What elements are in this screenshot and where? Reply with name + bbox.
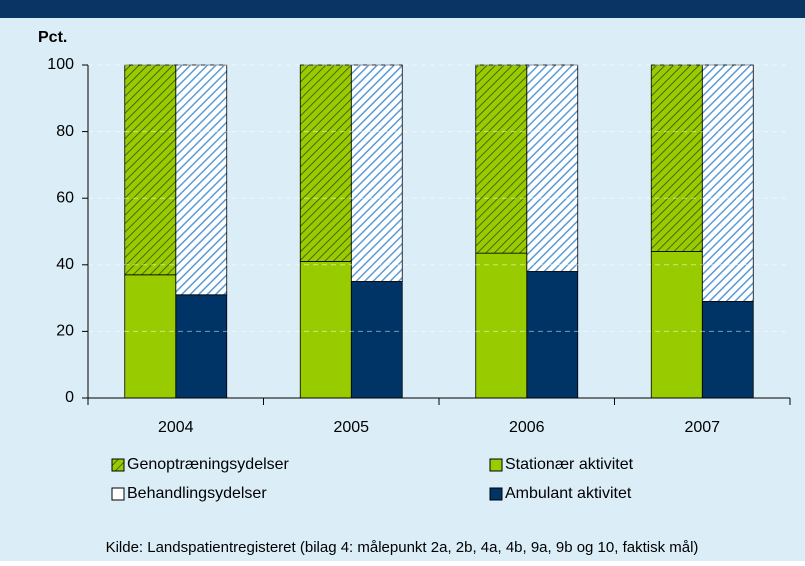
bar [124, 274, 177, 399]
y-tick-label: 40 [56, 256, 74, 273]
bar [299, 261, 352, 399]
bar [475, 64, 528, 254]
bar [701, 301, 754, 399]
legend-label: Genoptræningsydelser [127, 456, 290, 473]
bar [350, 64, 403, 282]
legend-swatch [111, 458, 125, 472]
y-tick-label: 100 [47, 56, 74, 73]
bar [475, 252, 528, 399]
legend-label: Behandlingsydelser [127, 485, 267, 502]
y-axis-label: Pct. [38, 29, 67, 46]
bar [701, 64, 754, 302]
legend-swatch [489, 487, 503, 501]
source: Kilde: Landspatientregisteret (bilag 4: … [106, 539, 699, 556]
bar [175, 64, 228, 296]
x-tick-label: 2005 [333, 419, 369, 436]
y-tick-label: 60 [56, 189, 74, 206]
bar [175, 294, 228, 399]
legend-label: Stationær aktivitet [505, 456, 634, 473]
legend-swatch [111, 487, 125, 501]
bar [124, 64, 177, 276]
x-tick-label: 2007 [684, 419, 720, 436]
legend-label: Ambulant aktivitet [505, 485, 632, 502]
bar [299, 64, 352, 262]
bar [526, 271, 579, 399]
bar [350, 281, 403, 399]
y-tick-label: 0 [65, 389, 74, 406]
header-band [0, 0, 805, 18]
x-tick-label: 2006 [509, 419, 545, 436]
bar [650, 64, 703, 252]
bar [650, 251, 703, 399]
y-tick-label: 80 [56, 123, 74, 140]
legend-swatch [489, 458, 503, 472]
x-tick-label: 2004 [158, 419, 194, 436]
bar [526, 64, 579, 272]
y-tick-label: 20 [56, 323, 74, 340]
